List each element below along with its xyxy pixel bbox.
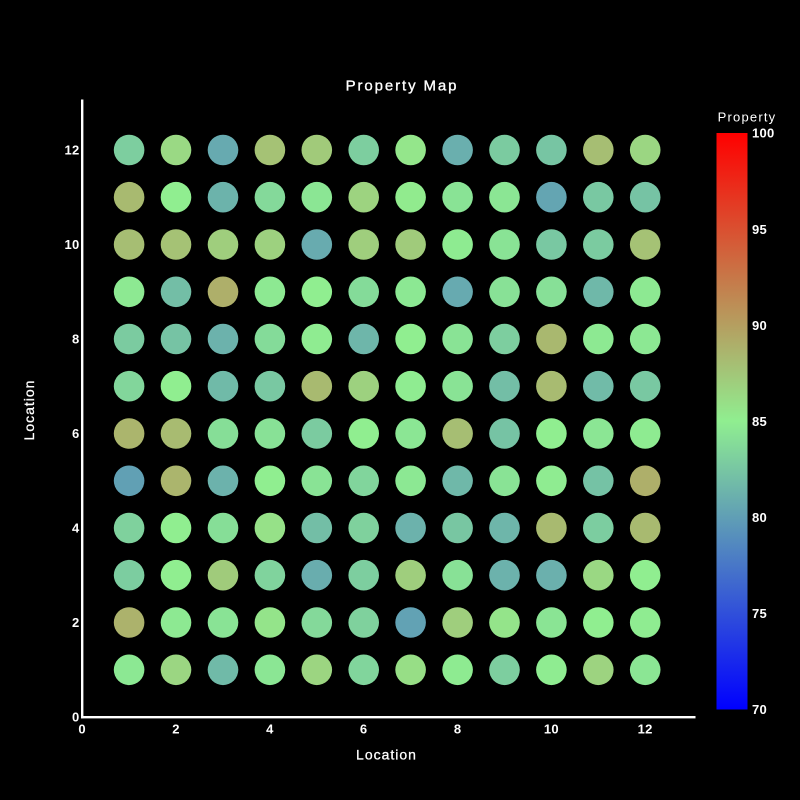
svg-text:2: 2: [172, 722, 180, 737]
svg-text:10: 10: [64, 237, 79, 252]
svg-text:0: 0: [72, 710, 80, 725]
svg-text:80: 80: [752, 510, 767, 525]
svg-text:4: 4: [266, 722, 274, 737]
svg-text:8: 8: [454, 722, 462, 737]
svg-text:Location: Location: [356, 747, 417, 763]
svg-text:2: 2: [72, 615, 80, 630]
svg-text:10: 10: [544, 722, 559, 737]
svg-text:90: 90: [752, 318, 767, 333]
svg-text:12: 12: [638, 722, 653, 737]
svg-text:95: 95: [752, 222, 767, 237]
svg-text:100: 100: [752, 126, 775, 141]
svg-text:70: 70: [752, 702, 767, 717]
svg-text:Property: Property: [718, 110, 777, 125]
svg-text:12: 12: [64, 143, 79, 158]
svg-text:Property Map: Property Map: [346, 78, 459, 95]
svg-text:85: 85: [752, 414, 767, 429]
svg-text:6: 6: [72, 426, 80, 441]
svg-text:8: 8: [72, 332, 80, 347]
svg-text:Location: Location: [21, 380, 37, 441]
svg-text:75: 75: [752, 606, 767, 621]
svg-text:4: 4: [72, 521, 80, 536]
svg-text:6: 6: [360, 722, 368, 737]
svg-text:0: 0: [78, 722, 86, 737]
